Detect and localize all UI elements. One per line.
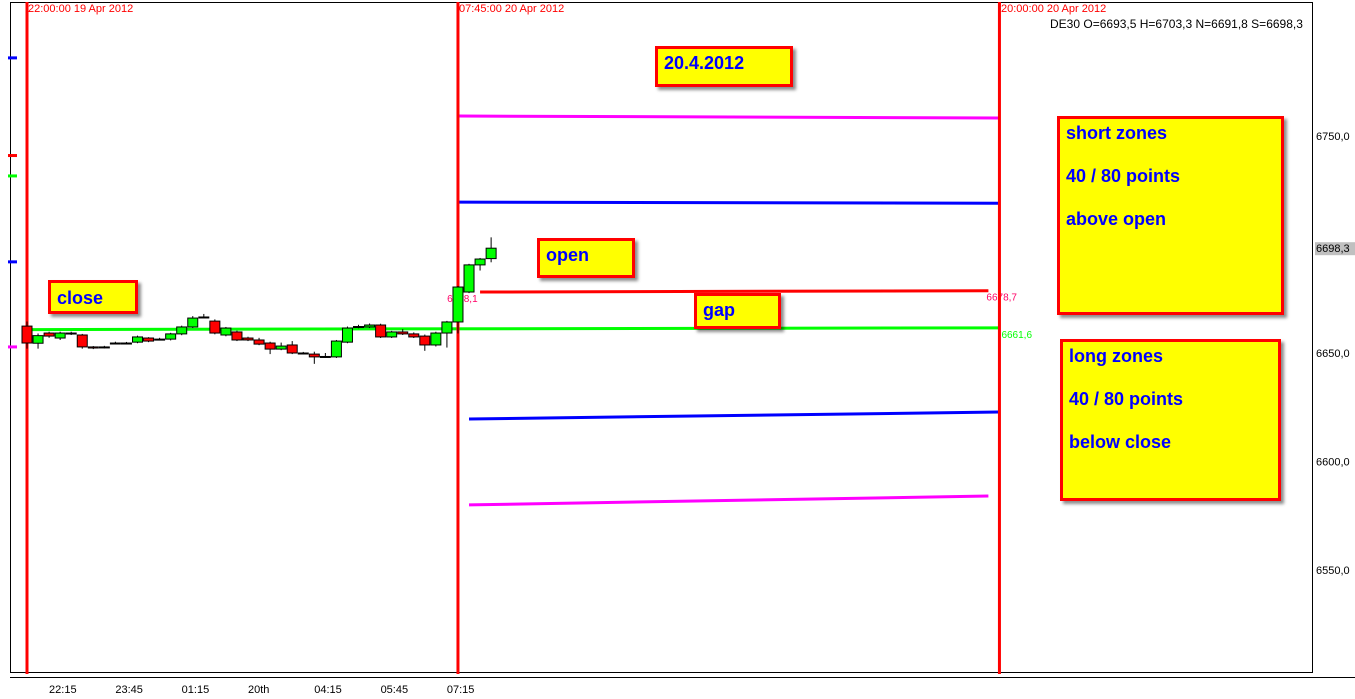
x-tick-label: 01:15 — [182, 684, 210, 696]
candle-body — [297, 352, 309, 355]
candle-body — [176, 326, 188, 335]
symbol-ohlc-header: DE30 O=6693,5 H=6703,3 N=6691,8 S=6698,3 — [1050, 17, 1303, 31]
x-tick-label: 20th — [248, 684, 269, 696]
ohlc-readout: O=6693,5 H=6703,3 N=6691,8 S=6698,3 — [1083, 17, 1303, 31]
candle-body — [198, 316, 210, 319]
candle-body — [419, 335, 431, 346]
candle-body — [154, 338, 166, 341]
candle-body — [87, 346, 99, 349]
long-zones-line: below close — [1069, 432, 1172, 452]
open-level — [480, 289, 989, 294]
candle-body — [43, 332, 55, 337]
candle-body — [32, 335, 44, 344]
close-level — [30, 326, 1000, 332]
close-annotation: close — [48, 280, 138, 314]
lower-magenta-level — [468, 494, 989, 507]
vline-label-close-time: 22:00:00 19 Apr 2012 — [28, 3, 134, 15]
candle-body — [253, 339, 265, 345]
candle-body — [109, 342, 121, 345]
gap-text: gap — [703, 300, 736, 320]
candle-body — [187, 317, 199, 328]
x-tick-label: 23:45 — [115, 684, 143, 696]
candle-body — [286, 344, 298, 354]
candle-body — [353, 326, 365, 329]
y-tick-label: 6550,0 — [1316, 565, 1350, 577]
plot-area — [10, 2, 1313, 673]
upper-blue-level — [457, 200, 1000, 205]
candle-body — [408, 333, 420, 338]
candle-body — [364, 324, 376, 328]
open-text: open — [546, 245, 589, 265]
candle-body — [65, 332, 77, 335]
candle-body — [231, 331, 243, 341]
candle-body — [165, 333, 177, 340]
level-label: 6661,6 — [1001, 330, 1032, 341]
candle-body — [341, 327, 353, 343]
y-tick-label: 6650,0 — [1316, 348, 1350, 360]
candle-body — [441, 321, 453, 334]
y-tick-label: 6600,0 — [1316, 457, 1350, 469]
candle-body — [132, 336, 144, 343]
symbol: DE30 — [1050, 17, 1081, 31]
level-label: 6678,7 — [986, 293, 1017, 304]
candle-body — [209, 320, 221, 334]
candle-body — [474, 258, 486, 266]
candle-body — [452, 286, 464, 323]
x-tick-label: 04:15 — [314, 684, 342, 696]
long-zones-line: long zones — [1069, 346, 1163, 366]
short-zones-line: 40 / 80 points — [1066, 166, 1181, 186]
last-price-label: 6698,3 — [1316, 243, 1350, 255]
candle-body — [242, 337, 254, 341]
x-tick-label: 05:45 — [381, 684, 409, 696]
candle-body — [120, 342, 132, 345]
vline-label-end-time: 20:00:00 20 Apr 2012 — [1001, 3, 1107, 15]
candle-body — [264, 342, 276, 350]
candle-body — [76, 334, 88, 348]
candle-body — [143, 337, 155, 342]
candle-body — [375, 324, 387, 338]
last-price-marker — [1315, 242, 1355, 256]
long-zones-annotation: long zones 40 / 80 points below close — [1060, 339, 1281, 501]
x-tick-label: 07:15 — [447, 684, 475, 696]
candle-body — [308, 353, 320, 358]
gap-annotation: gap — [694, 293, 781, 329]
candle-body — [397, 331, 409, 335]
lower-blue-level — [469, 410, 1000, 421]
candle-body — [463, 264, 475, 293]
candle-body — [430, 332, 442, 346]
candle-body — [485, 247, 497, 260]
candle-body — [330, 340, 342, 358]
short-zones-annotation: short zones 40 / 80 points above open — [1057, 116, 1284, 315]
y-tick-label: 6750,0 — [1316, 131, 1350, 143]
x-tick-label: 22:15 — [49, 684, 77, 696]
close-text: close — [57, 288, 104, 308]
candle-body — [98, 346, 110, 349]
short-zones-line: above open — [1066, 209, 1167, 229]
candle-body — [275, 345, 287, 350]
date-text: 20.4.2012 — [664, 53, 745, 73]
candle-body — [386, 331, 398, 338]
open-annotation: open — [537, 238, 635, 278]
candle-body — [220, 327, 232, 336]
candle-body — [54, 332, 66, 339]
long-zones-line: 40 / 80 points — [1069, 389, 1184, 409]
candle-body — [319, 355, 331, 358]
vline-label-open-time: 07:45:00 20 Apr 2012 — [459, 3, 565, 15]
date-annotation: 20.4.2012 — [655, 46, 793, 87]
upper-magenta-level — [457, 114, 1000, 120]
candle-body — [21, 325, 33, 344]
short-zones-line: short zones — [1066, 123, 1168, 143]
